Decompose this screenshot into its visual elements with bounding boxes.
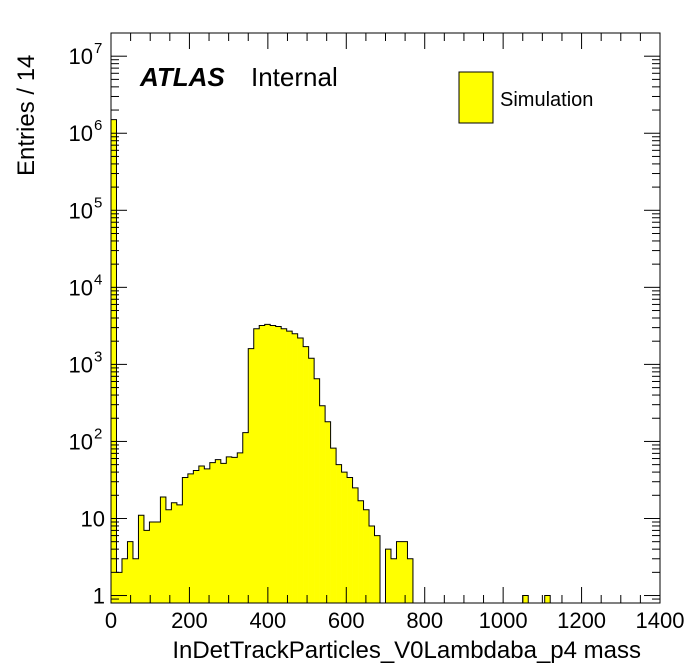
histogram-bar xyxy=(116,572,123,603)
histogram-bar xyxy=(198,465,205,603)
histogram-bar xyxy=(154,522,161,603)
plot-frame xyxy=(110,32,661,604)
histogram-bar xyxy=(374,535,381,603)
histogram-bar xyxy=(165,509,172,603)
histogram-bar xyxy=(132,558,139,603)
histogram-bar xyxy=(242,432,249,603)
histogram-bar xyxy=(237,452,244,603)
histogram-bar xyxy=(341,472,348,603)
histogram-bar xyxy=(176,504,183,603)
x-tick-label: 800 xyxy=(406,608,443,633)
histogram-bars xyxy=(111,119,551,604)
atlas-status-label: Internal xyxy=(251,62,338,92)
histogram-bar xyxy=(231,457,238,603)
x-tick-label: 0 xyxy=(105,608,117,633)
y-tick-label: 1 xyxy=(93,584,105,609)
histogram-bar xyxy=(297,338,304,603)
y-tick-exponent: 6 xyxy=(94,117,102,134)
legend: Simulation xyxy=(458,71,593,124)
histogram-bar xyxy=(352,487,359,603)
histogram-bar xyxy=(220,463,227,603)
histogram-bar xyxy=(149,522,156,603)
x-tick-label: 1400 xyxy=(636,608,685,633)
y-axis-title: Entries / 14 xyxy=(13,55,40,176)
histogram-bar xyxy=(303,346,309,603)
histogram-bar xyxy=(160,497,167,603)
y-tick-exponent: 4 xyxy=(94,271,102,288)
histogram-bar xyxy=(182,477,189,603)
histogram-bar xyxy=(401,541,408,603)
y-tick-label: 10 xyxy=(69,121,93,146)
histogram-bar xyxy=(385,549,392,603)
y-tick-label: 10 xyxy=(81,506,105,531)
histogram-bar xyxy=(325,421,331,603)
histogram-bar xyxy=(204,468,211,603)
x-tick-label: 1200 xyxy=(557,608,606,633)
histogram-bar xyxy=(330,448,337,603)
histogram-bar xyxy=(209,462,216,603)
histogram-bar xyxy=(396,541,403,603)
histogram-bar xyxy=(286,331,293,603)
histogram-bar xyxy=(407,558,414,603)
y-tick-exponent: 7 xyxy=(94,40,102,57)
legend-label: Simulation xyxy=(500,89,593,111)
histogram-bar xyxy=(544,595,551,603)
histogram-bar xyxy=(259,325,266,603)
y-tick-label: 10 xyxy=(69,275,93,300)
histogram-bar xyxy=(138,515,145,603)
histogram-bar xyxy=(226,456,233,603)
x-axis-title: InDetTrackParticles_V0Lambdaba_p4 mass xyxy=(172,637,641,664)
histogram-bar xyxy=(270,325,276,603)
histogram-bar xyxy=(336,464,342,603)
histogram-bar xyxy=(171,502,178,603)
histogram-bar xyxy=(193,470,200,603)
y-tick-label: 10 xyxy=(69,44,93,69)
histogram-bar xyxy=(275,326,282,603)
x-tick-label: 1000 xyxy=(479,608,528,633)
legend-swatch xyxy=(458,71,494,124)
y-tick-label: 10 xyxy=(69,352,93,377)
histogram-bar xyxy=(319,405,326,603)
histogram-bar xyxy=(390,558,397,603)
x-tick-label: 600 xyxy=(328,608,365,633)
histogram-bar xyxy=(522,595,529,603)
y-tick-exponent: 5 xyxy=(94,194,102,211)
atlas-label: ATLAS xyxy=(139,62,225,92)
y-tick-exponent: 2 xyxy=(94,425,102,442)
histogram-bar xyxy=(347,477,353,603)
axis-ticks xyxy=(110,32,661,604)
histogram-bar xyxy=(127,541,134,603)
histogram-bar xyxy=(363,509,370,603)
histogram-bar xyxy=(187,473,194,603)
histogram-bar xyxy=(248,348,255,603)
x-tick-label: 400 xyxy=(249,608,286,633)
histogram-outline xyxy=(110,119,660,604)
histogram-bar xyxy=(292,333,298,603)
y-tick-label: 10 xyxy=(69,198,93,223)
histogram-bar xyxy=(253,328,260,603)
x-tick-label: 200 xyxy=(171,608,208,633)
histogram-bar xyxy=(281,328,287,603)
histogram-bar xyxy=(143,530,150,603)
y-tick-exponent: 3 xyxy=(94,348,102,365)
histogram-bar xyxy=(314,378,320,603)
x-tick-labels: 0 200 400 600 800 1000 1200 1400 xyxy=(105,608,685,633)
histogram-bar xyxy=(215,459,222,603)
histogram-bar xyxy=(264,324,271,603)
histogram-bar xyxy=(369,525,375,603)
histogram-bar xyxy=(308,358,315,603)
histogram-bar xyxy=(111,119,117,604)
y-tick-label: 10 xyxy=(69,429,93,454)
histogram-bar xyxy=(121,558,128,603)
histogram-bar xyxy=(358,500,364,603)
